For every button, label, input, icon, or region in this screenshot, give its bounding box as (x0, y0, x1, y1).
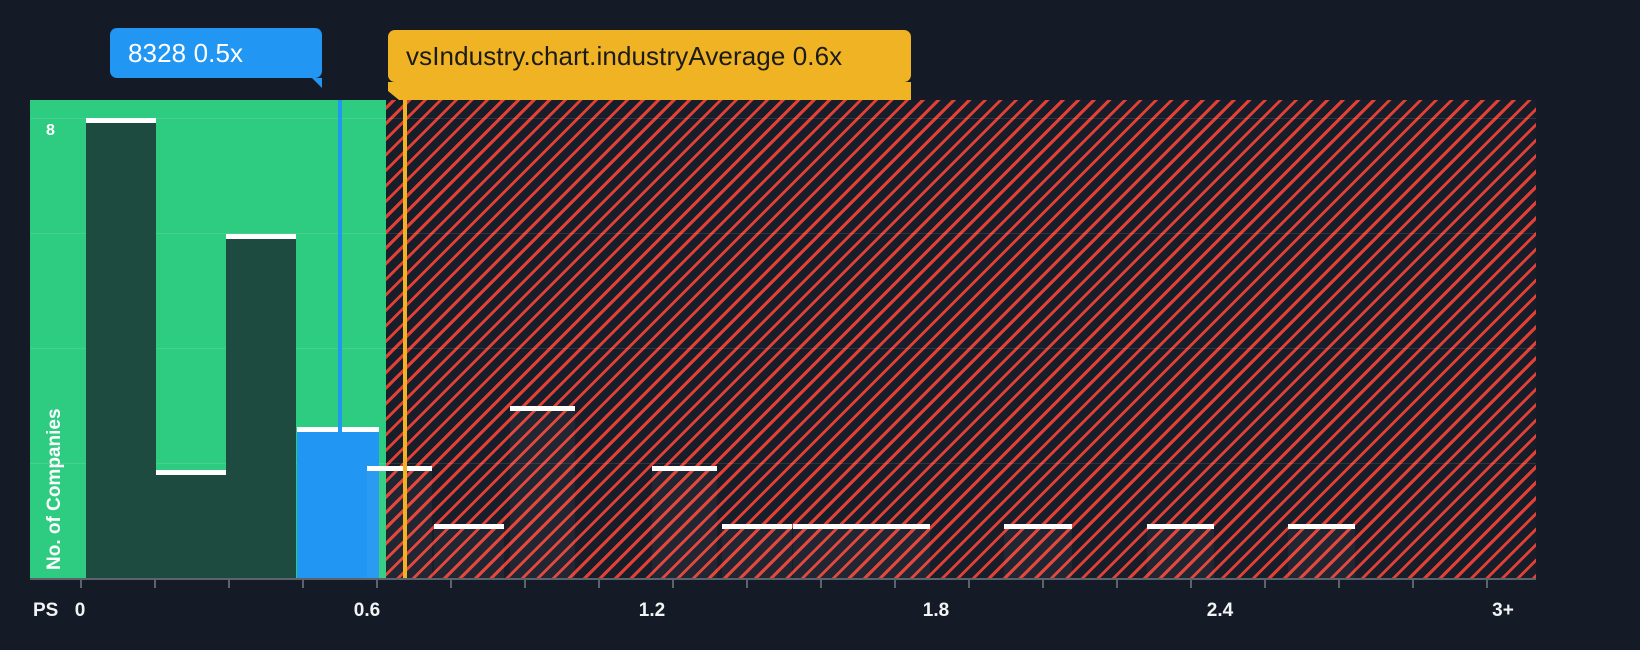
histogram-bar[interactable] (226, 234, 296, 578)
bar-top-cap (510, 406, 575, 411)
x-axis-tick-label: 0 (74, 600, 86, 621)
histogram-bar[interactable] (367, 466, 432, 578)
x-axis-tick (1338, 578, 1340, 588)
gridline-0 (30, 118, 1536, 119)
industry-average-tooltip[interactable]: vsIndustry.chart.industryAverage 0.6x (388, 30, 911, 100)
bar-top-cap (226, 234, 296, 239)
tooltip-pointer (312, 78, 322, 100)
bar-top-cap (367, 466, 432, 471)
industry-average-marker-line (403, 100, 407, 578)
x-axis-tick (1264, 578, 1266, 588)
x-axis-tick-label: 0.6 (353, 600, 381, 621)
x-axis-tick-label: 2.4 (1206, 600, 1234, 621)
x-axis-tick (672, 578, 674, 588)
bar-top-cap (434, 524, 504, 529)
x-axis-tick (598, 578, 600, 588)
x-axis-tick-label: 1.2 (638, 600, 666, 621)
x-axis-tick (1486, 578, 1488, 588)
x-axis-tick (746, 578, 748, 588)
x-axis-tick (524, 578, 526, 588)
x-axis-tick (894, 578, 896, 588)
company-marker-line (338, 100, 342, 578)
y-axis-tick-8: 8 (46, 122, 55, 139)
x-axis-tick-label: 1.8 (922, 600, 950, 621)
x-axis-tick (1042, 578, 1044, 588)
histogram-bar[interactable] (1288, 524, 1355, 578)
bar-top-cap (722, 524, 792, 529)
y-axis-label: No. of Companies (44, 408, 65, 570)
x-axis-tick (1116, 578, 1118, 588)
histogram-bar[interactable] (510, 406, 575, 578)
histogram-bar[interactable] (156, 470, 226, 578)
x-axis-tick (154, 578, 156, 588)
gridline-2 (30, 348, 1536, 349)
bar-top-cap (793, 524, 863, 529)
histogram-bar[interactable] (1147, 524, 1214, 578)
x-axis-line (30, 578, 1536, 580)
gridline-3 (30, 463, 1536, 464)
x-axis-tick (820, 578, 822, 588)
x-axis-prefix-label: PS (33, 600, 59, 621)
histogram-bar[interactable] (722, 524, 792, 578)
industry-average-tooltip-label: vsIndustry.chart.industryAverage 0.6x (406, 40, 843, 71)
x-axis-tick (302, 578, 304, 588)
histogram-bar[interactable] (434, 524, 504, 578)
company-tooltip[interactable]: 8328 0.5x (110, 28, 322, 100)
x-axis-tick (228, 578, 230, 588)
histogram-bar[interactable] (1004, 524, 1072, 578)
bar-top-cap (1147, 524, 1214, 529)
histogram-bar[interactable] (652, 466, 717, 578)
bar-top-cap (156, 470, 226, 475)
bar-top-cap (1004, 524, 1072, 529)
x-axis-tick (1412, 578, 1414, 588)
x-axis-tick (376, 578, 378, 588)
histogram-bar[interactable] (863, 524, 930, 578)
bar-top-cap (652, 466, 717, 471)
x-axis-tick (80, 578, 82, 588)
company-tooltip-label: 8328 0.5x (128, 37, 244, 68)
bar-top-cap (86, 118, 156, 123)
plot-area (30, 100, 1536, 578)
histogram-bar[interactable] (86, 118, 156, 578)
tooltip-pointer (388, 82, 911, 100)
x-axis-tick (450, 578, 452, 588)
gridline-1 (30, 233, 1536, 234)
x-axis-tick (968, 578, 970, 588)
overvalued-zone (386, 100, 1536, 578)
bar-top-cap (863, 524, 930, 529)
histogram-bar[interactable] (793, 524, 863, 578)
x-axis-tick (1190, 578, 1192, 588)
x-axis-tick-label: 3+ (1492, 600, 1514, 621)
bar-top-cap (1288, 524, 1355, 529)
